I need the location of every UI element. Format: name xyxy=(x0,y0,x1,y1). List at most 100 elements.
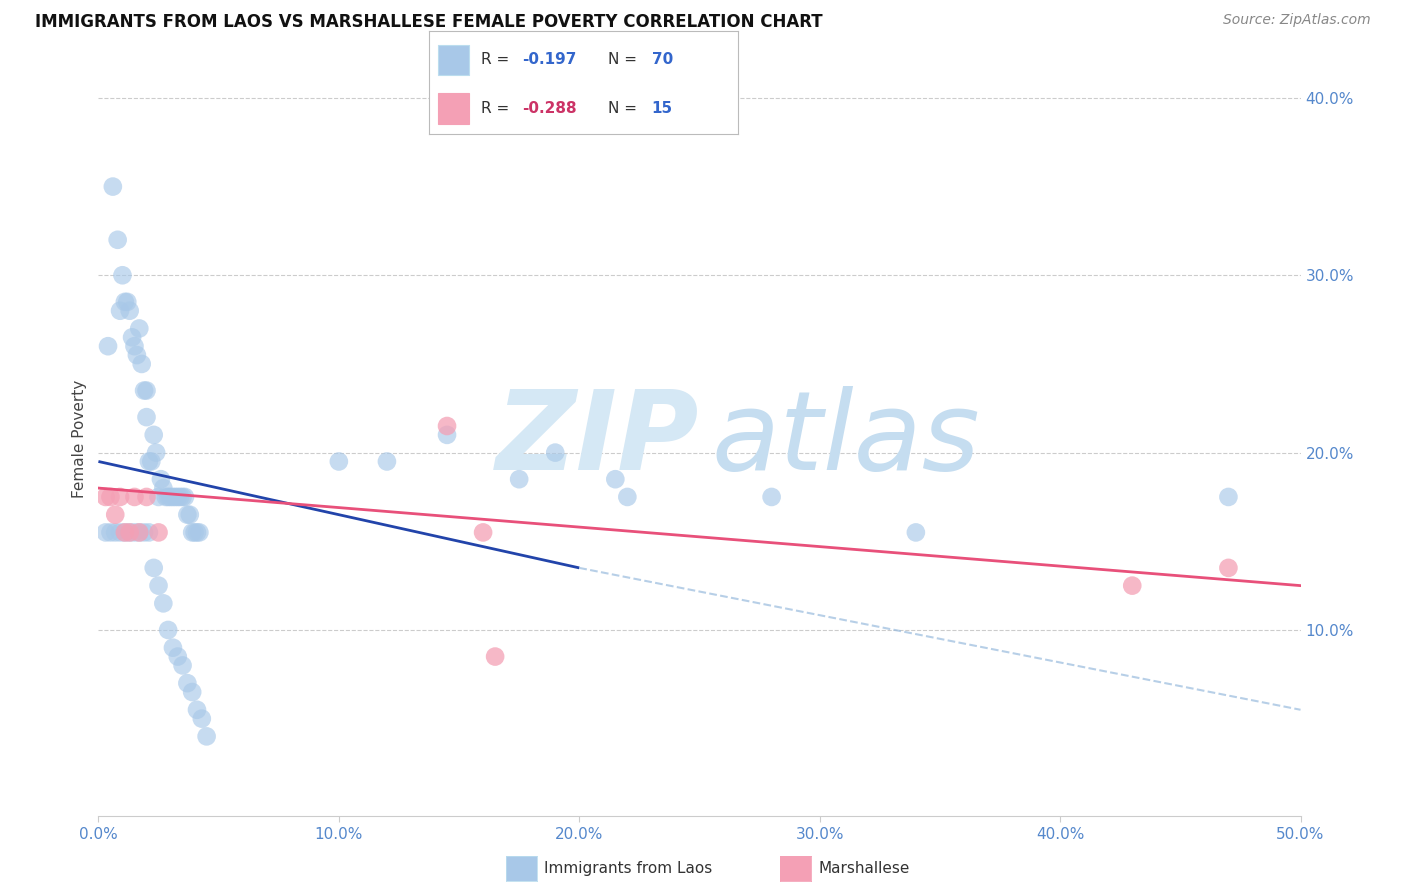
Text: N =: N = xyxy=(609,101,637,116)
Point xyxy=(328,454,350,468)
Point xyxy=(181,685,204,699)
Point xyxy=(117,294,139,309)
Point xyxy=(605,472,627,486)
Point xyxy=(166,649,188,664)
Point xyxy=(97,339,120,353)
Point xyxy=(121,330,143,344)
Point xyxy=(1121,579,1143,593)
Point xyxy=(135,384,157,398)
Point xyxy=(118,303,141,318)
Point xyxy=(148,490,170,504)
Point xyxy=(104,508,127,522)
Point xyxy=(100,525,122,540)
Point xyxy=(138,525,160,540)
Point xyxy=(172,658,194,673)
Point xyxy=(157,623,180,637)
Point xyxy=(128,321,150,335)
Point xyxy=(114,294,136,309)
Point xyxy=(176,508,198,522)
Point xyxy=(142,428,165,442)
Point xyxy=(159,490,181,504)
Text: Marshallese: Marshallese xyxy=(818,862,910,876)
Point xyxy=(108,490,131,504)
Point xyxy=(107,233,129,247)
Point xyxy=(181,525,204,540)
Point xyxy=(195,730,218,744)
Point xyxy=(128,525,150,540)
Point xyxy=(124,339,146,353)
Point xyxy=(118,525,141,540)
Point xyxy=(145,445,167,459)
Point xyxy=(135,490,157,504)
Point xyxy=(174,490,197,504)
Point xyxy=(124,525,146,540)
Point xyxy=(128,525,150,540)
FancyBboxPatch shape xyxy=(439,45,470,75)
Text: 70: 70 xyxy=(651,53,673,68)
Point xyxy=(616,490,638,504)
Point xyxy=(118,525,141,540)
Point xyxy=(124,490,146,504)
Point xyxy=(148,579,170,593)
Text: -0.197: -0.197 xyxy=(522,53,576,68)
Point xyxy=(484,649,506,664)
Text: 15: 15 xyxy=(651,101,672,116)
Point xyxy=(904,525,927,540)
Point xyxy=(186,525,208,540)
Point xyxy=(141,454,163,468)
Point xyxy=(152,596,174,610)
Point xyxy=(436,419,458,434)
Point xyxy=(188,525,211,540)
Point xyxy=(149,472,172,486)
Point xyxy=(1218,561,1240,575)
Text: N =: N = xyxy=(609,53,637,68)
Point xyxy=(135,410,157,425)
Point xyxy=(436,428,458,442)
Point xyxy=(94,525,117,540)
Point xyxy=(761,490,783,504)
Text: -0.288: -0.288 xyxy=(522,101,576,116)
FancyBboxPatch shape xyxy=(439,93,470,124)
Point xyxy=(472,525,495,540)
Text: Immigrants from Laos: Immigrants from Laos xyxy=(544,862,713,876)
Point xyxy=(138,454,160,468)
Point xyxy=(152,481,174,495)
Point xyxy=(100,490,122,504)
Point xyxy=(172,490,194,504)
Point xyxy=(169,490,191,504)
Point xyxy=(183,525,205,540)
Point xyxy=(101,179,124,194)
Text: ZIP: ZIP xyxy=(496,386,700,492)
Text: IMMIGRANTS FROM LAOS VS MARSHALLESE FEMALE POVERTY CORRELATION CHART: IMMIGRANTS FROM LAOS VS MARSHALLESE FEMA… xyxy=(35,13,823,31)
Point xyxy=(157,490,180,504)
Point xyxy=(544,445,567,459)
Point xyxy=(162,490,184,504)
Text: R =: R = xyxy=(481,101,509,116)
Point xyxy=(179,508,201,522)
Text: atlas: atlas xyxy=(711,386,980,492)
Text: Source: ZipAtlas.com: Source: ZipAtlas.com xyxy=(1223,13,1371,28)
Point xyxy=(166,490,188,504)
Point xyxy=(191,712,214,726)
Point xyxy=(142,561,165,575)
Point xyxy=(104,525,127,540)
Point xyxy=(1218,490,1240,504)
Point xyxy=(108,303,131,318)
Point xyxy=(148,525,170,540)
Point xyxy=(186,703,208,717)
Point xyxy=(165,490,187,504)
Point xyxy=(176,676,198,690)
Point xyxy=(108,525,131,540)
Point xyxy=(131,357,153,371)
Point xyxy=(155,490,177,504)
Text: R =: R = xyxy=(481,53,509,68)
Point xyxy=(111,268,134,283)
Point xyxy=(132,384,155,398)
Y-axis label: Female Poverty: Female Poverty xyxy=(72,380,87,499)
Point xyxy=(132,525,155,540)
Point xyxy=(162,640,184,655)
Point xyxy=(114,525,136,540)
Point xyxy=(94,490,117,504)
Point xyxy=(125,348,148,362)
Point xyxy=(114,525,136,540)
